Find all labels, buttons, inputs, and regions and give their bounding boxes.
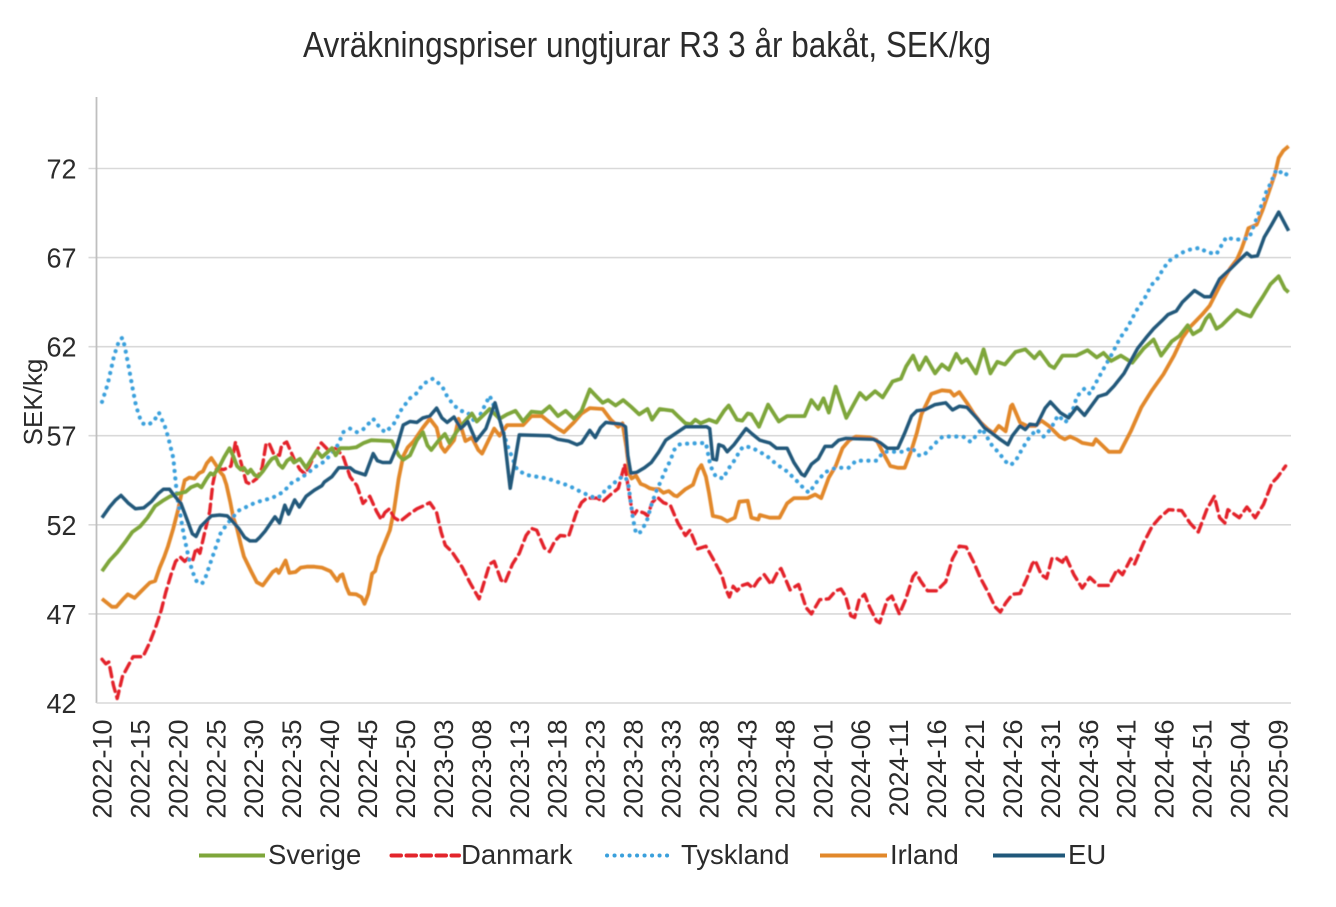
svg-text:Sverige: Sverige <box>268 839 361 870</box>
svg-text:EU: EU <box>1068 839 1106 870</box>
svg-text:2023-33: 2023-33 <box>657 720 687 819</box>
svg-text:2024-26: 2024-26 <box>998 720 1028 819</box>
svg-text:2022-40: 2022-40 <box>315 720 345 819</box>
svg-text:2024-41: 2024-41 <box>1112 720 1142 819</box>
svg-text:Danmark: Danmark <box>461 839 573 870</box>
svg-text:2023-13: 2023-13 <box>505 720 535 819</box>
svg-text:2022-15: 2022-15 <box>125 720 155 819</box>
svg-text:2023-28: 2023-28 <box>619 720 649 819</box>
svg-text:2024-01: 2024-01 <box>808 720 838 819</box>
svg-text:2025-04: 2025-04 <box>1226 720 1256 819</box>
svg-text:47: 47 <box>47 599 77 630</box>
svg-text:52: 52 <box>47 510 77 541</box>
svg-text:2023-38: 2023-38 <box>695 720 725 819</box>
svg-text:2024-06: 2024-06 <box>846 720 876 819</box>
svg-text:62: 62 <box>47 332 77 363</box>
svg-text:2024-51: 2024-51 <box>1188 720 1218 819</box>
svg-text:2022-45: 2022-45 <box>353 720 383 819</box>
svg-text:57: 57 <box>47 421 77 452</box>
svg-text:Tyskland: Tyskland <box>681 839 790 870</box>
svg-text:SEK/kg: SEK/kg <box>18 359 48 446</box>
svg-text:2022-20: 2022-20 <box>163 720 193 819</box>
svg-text:2023-18: 2023-18 <box>543 720 573 819</box>
svg-text:2022-35: 2022-35 <box>277 720 307 819</box>
svg-text:2022-30: 2022-30 <box>239 720 269 819</box>
svg-text:2022-10: 2022-10 <box>88 720 118 819</box>
svg-text:67: 67 <box>47 243 77 274</box>
svg-text:2024-36: 2024-36 <box>1074 720 1104 819</box>
svg-text:2024-31: 2024-31 <box>1036 720 1066 819</box>
svg-text:2025-09: 2025-09 <box>1264 720 1294 819</box>
svg-text:2024-16: 2024-16 <box>922 720 952 819</box>
svg-text:2023-48: 2023-48 <box>770 720 800 819</box>
svg-text:Avräkningspriser ungtjurar R3: Avräkningspriser ungtjurar R3 3 år bakåt… <box>303 24 991 65</box>
svg-text:2023-03: 2023-03 <box>429 720 459 819</box>
svg-text:2022-25: 2022-25 <box>201 720 231 819</box>
svg-text:2024-46: 2024-46 <box>1150 720 1180 819</box>
svg-text:2022-50: 2022-50 <box>391 720 421 819</box>
svg-text:72: 72 <box>47 154 77 185</box>
svg-text:2024-21: 2024-21 <box>960 720 990 819</box>
svg-text:2023-43: 2023-43 <box>732 720 762 819</box>
svg-text:2024-11: 2024-11 <box>884 720 914 817</box>
svg-text:2023-23: 2023-23 <box>581 720 611 819</box>
svg-text:42: 42 <box>47 688 77 719</box>
svg-text:2023-08: 2023-08 <box>467 720 497 819</box>
svg-text:Irland: Irland <box>890 839 959 870</box>
